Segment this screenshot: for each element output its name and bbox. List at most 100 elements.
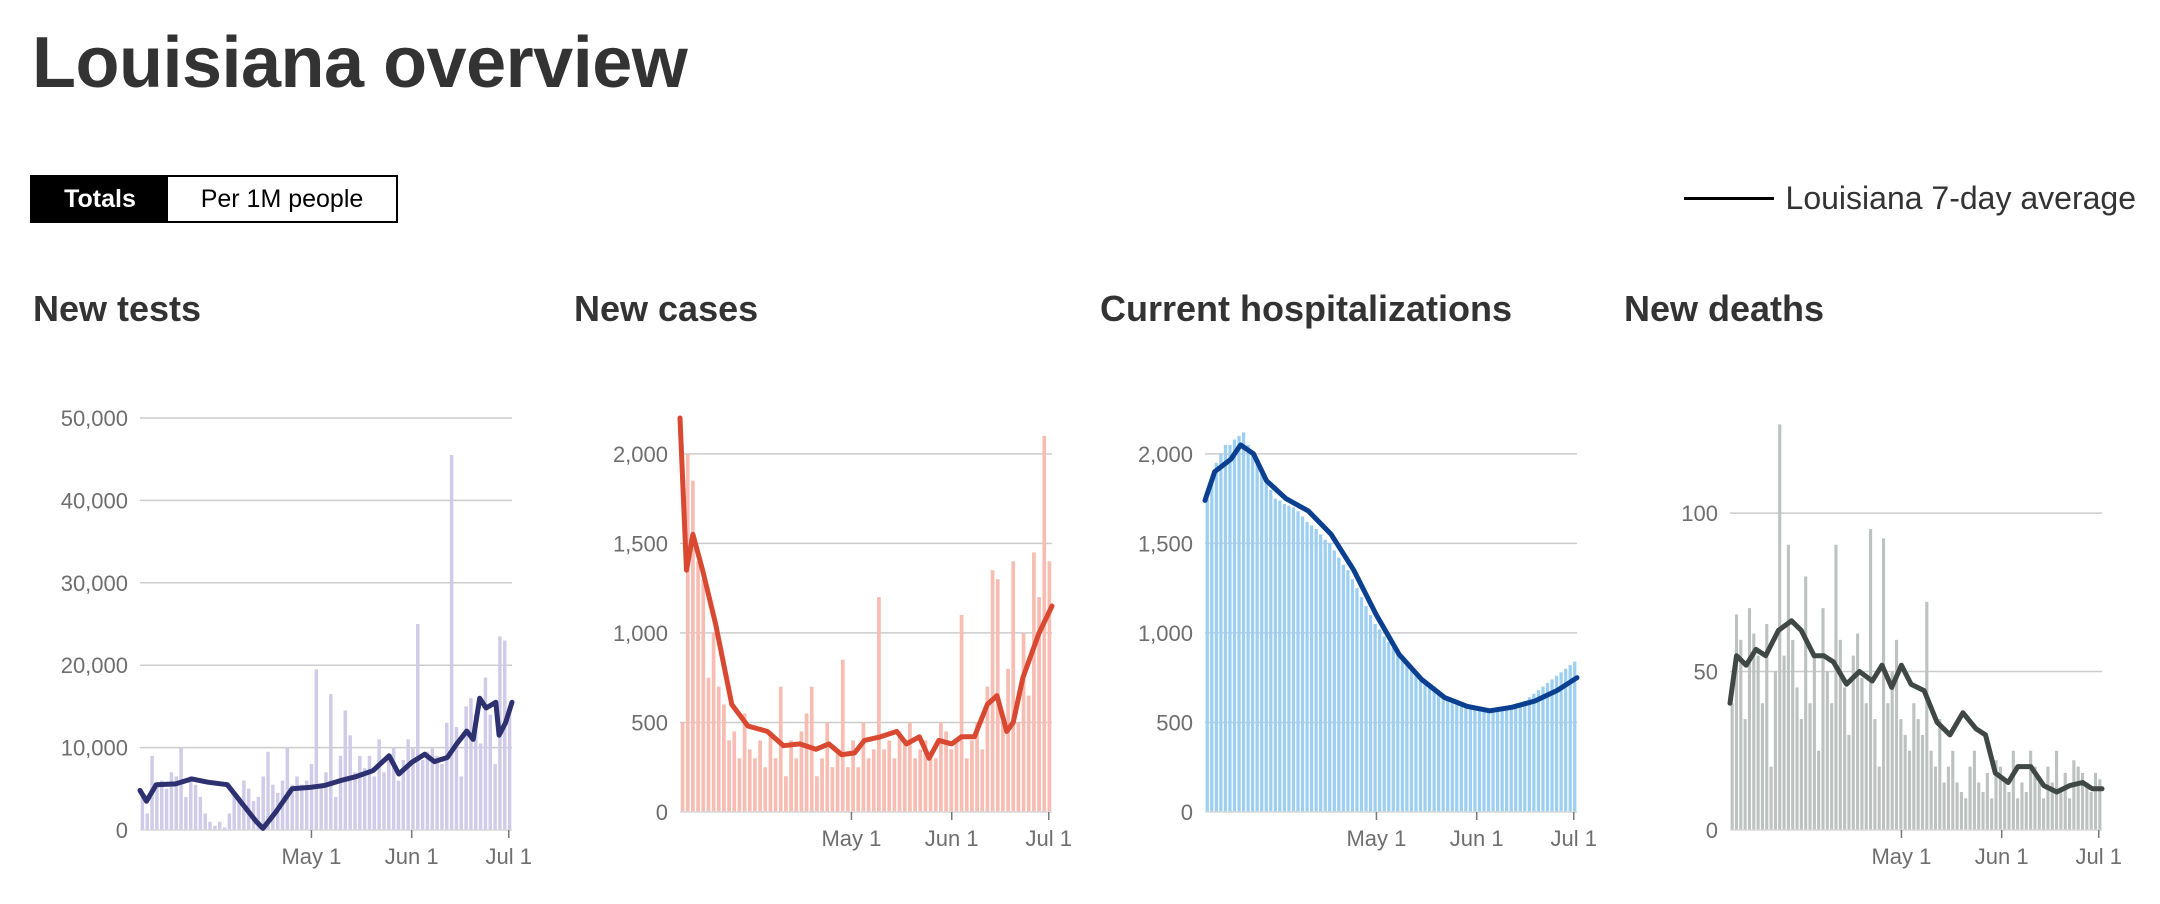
- bar: [1773, 671, 1777, 830]
- bar: [680, 722, 685, 812]
- bar: [861, 722, 866, 812]
- bar: [913, 758, 917, 812]
- chart-title-current-hospitalizations: Current hospitalizations: [1100, 288, 1513, 329]
- x-tick-label: May 1: [1871, 844, 1931, 869]
- x-tick-label: Jun 1: [385, 844, 439, 869]
- bar: [944, 731, 948, 812]
- bar: [169, 772, 174, 830]
- bar: [768, 731, 773, 812]
- page-title: Louisiana overview: [32, 23, 688, 103]
- bar: [732, 731, 737, 812]
- bar: [1278, 500, 1282, 812]
- bar: [1964, 798, 1968, 830]
- bar: [179, 747, 183, 830]
- totals-toggle-button[interactable]: Totals: [32, 177, 168, 221]
- bar: [840, 659, 845, 812]
- bar: [469, 698, 473, 830]
- bar: [918, 749, 923, 812]
- bar: [1890, 671, 1894, 830]
- bar: [1287, 505, 1291, 812]
- bar: [333, 797, 338, 830]
- bar: [1482, 711, 1486, 812]
- bar: [1291, 507, 1296, 812]
- bar: [295, 776, 299, 830]
- bar: [1882, 538, 1886, 830]
- bar: [348, 735, 352, 830]
- seven-day-average-line: [677, 415, 1055, 761]
- bar: [1856, 633, 1860, 830]
- y-tick-label: 500: [1156, 710, 1193, 735]
- bar: [1734, 614, 1739, 830]
- bar: [1847, 734, 1851, 830]
- bar: [1998, 766, 2002, 830]
- bar: [1359, 597, 1364, 812]
- bar: [892, 758, 897, 812]
- bar: [1228, 444, 1232, 812]
- bar: [1006, 668, 1010, 812]
- bar: [1396, 654, 1400, 812]
- bar: [1477, 710, 1482, 812]
- bar: [198, 797, 203, 830]
- bar: [227, 813, 232, 830]
- bar: [1468, 709, 1473, 812]
- bar: [1972, 750, 1976, 830]
- bar: [1464, 708, 1468, 812]
- bar: [208, 821, 212, 830]
- bar: [939, 722, 943, 812]
- bar: [174, 776, 178, 830]
- bar: [430, 747, 435, 830]
- bar: [804, 713, 809, 812]
- y-tick-label: 2,000: [613, 442, 668, 467]
- bar: [1817, 750, 1821, 830]
- bar: [1505, 708, 1509, 812]
- bar: [1877, 766, 1881, 830]
- bar: [763, 767, 768, 812]
- bar: [271, 784, 275, 830]
- bar: [454, 727, 459, 830]
- bar: [2037, 782, 2041, 830]
- bar: [1509, 707, 1513, 812]
- per-million-toggle-button[interactable]: Per 1M people: [168, 177, 396, 221]
- bar: [975, 722, 979, 812]
- bar: [314, 669, 319, 830]
- bar: [1985, 772, 1989, 830]
- bar: [2085, 782, 2089, 830]
- y-tick-label: 1,500: [613, 531, 668, 556]
- bar: [815, 776, 819, 812]
- x-tick-label: Jun 1: [1450, 826, 1504, 851]
- bar: [871, 749, 876, 812]
- bar: [2072, 760, 2076, 830]
- bar: [261, 776, 265, 830]
- bar: [1804, 576, 1808, 830]
- bar: [1955, 782, 1959, 830]
- bar: [2016, 798, 2020, 830]
- bar: [1246, 444, 1250, 812]
- bar: [1843, 687, 1847, 830]
- bar: [1920, 734, 1925, 830]
- bar: [1296, 511, 1300, 812]
- bar: [1942, 782, 1946, 830]
- bar: [1938, 719, 1942, 830]
- bar: [1450, 700, 1454, 812]
- bar: [2063, 772, 2067, 830]
- bar: [309, 764, 314, 830]
- bar: [1264, 480, 1268, 812]
- bar: [1495, 709, 1500, 812]
- bar: [1873, 719, 1877, 830]
- bar: [1373, 623, 1377, 812]
- bar: [928, 758, 933, 812]
- bar: [727, 740, 731, 812]
- bar: [851, 740, 855, 812]
- bar: [778, 686, 783, 812]
- bar: [1269, 489, 1273, 812]
- bar: [1799, 719, 1803, 830]
- bar: [758, 740, 762, 812]
- bar: [1309, 525, 1314, 812]
- bar: [1933, 766, 1938, 830]
- bar: [1427, 683, 1432, 812]
- bar: [1959, 791, 1963, 830]
- bar: [866, 758, 871, 812]
- bar: [2033, 766, 2037, 830]
- bar: [140, 797, 145, 830]
- bar: [691, 480, 695, 812]
